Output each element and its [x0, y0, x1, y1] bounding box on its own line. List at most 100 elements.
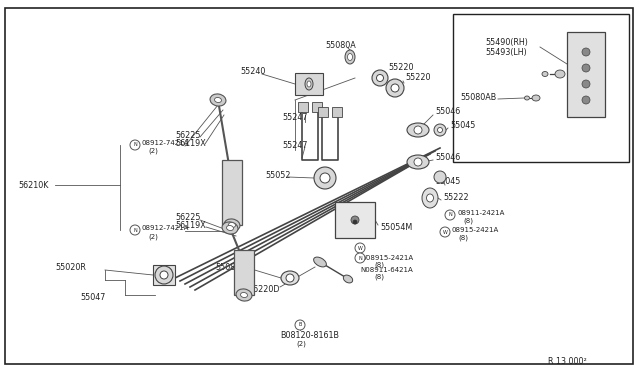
Ellipse shape — [555, 70, 565, 78]
Text: N: N — [133, 142, 137, 148]
Ellipse shape — [391, 84, 399, 92]
Text: 55045: 55045 — [435, 177, 460, 186]
Text: (8): (8) — [374, 262, 384, 268]
Text: 56225: 56225 — [175, 131, 200, 140]
Ellipse shape — [241, 292, 248, 298]
Text: W: W — [443, 230, 447, 234]
Ellipse shape — [422, 188, 438, 208]
Text: 56119X: 56119X — [175, 221, 205, 231]
Ellipse shape — [222, 222, 238, 234]
Text: B: B — [298, 323, 301, 327]
Circle shape — [355, 253, 365, 263]
Text: 08915-2421A: 08915-2421A — [452, 227, 499, 233]
Ellipse shape — [214, 97, 221, 103]
Text: 55490(RH): 55490(RH) — [485, 38, 528, 46]
Text: 55080A: 55080A — [325, 41, 356, 49]
Ellipse shape — [426, 194, 433, 202]
Text: 55247: 55247 — [282, 113, 307, 122]
Text: 55052: 55052 — [265, 170, 291, 180]
Text: 55047: 55047 — [80, 292, 106, 301]
Ellipse shape — [434, 124, 446, 136]
Circle shape — [351, 216, 359, 224]
Bar — [312, 102, 322, 112]
Ellipse shape — [525, 96, 529, 100]
Text: (2): (2) — [148, 234, 158, 240]
Bar — [298, 102, 308, 112]
Text: 55046: 55046 — [435, 108, 460, 116]
Circle shape — [582, 48, 590, 56]
Ellipse shape — [307, 81, 311, 87]
Text: (8): (8) — [458, 235, 468, 241]
Text: 55222: 55222 — [443, 193, 468, 202]
Ellipse shape — [320, 173, 330, 183]
Ellipse shape — [386, 79, 404, 97]
Text: 55493(LH): 55493(LH) — [485, 48, 527, 57]
Ellipse shape — [407, 155, 429, 169]
Ellipse shape — [210, 94, 226, 106]
Text: 08912-7421A: 08912-7421A — [142, 140, 189, 146]
Text: 55020R: 55020R — [55, 263, 86, 272]
Text: (8): (8) — [374, 274, 384, 280]
Ellipse shape — [286, 274, 294, 282]
Circle shape — [355, 243, 365, 253]
Circle shape — [445, 210, 455, 220]
Text: 55080B: 55080B — [215, 263, 246, 273]
Ellipse shape — [343, 275, 353, 283]
Text: R 13 000²: R 13 000² — [548, 357, 587, 366]
Ellipse shape — [434, 171, 446, 183]
Circle shape — [582, 80, 590, 88]
Text: 55054M: 55054M — [380, 224, 412, 232]
Bar — [567, 32, 605, 117]
Bar — [153, 265, 175, 285]
Text: W: W — [358, 246, 362, 250]
Ellipse shape — [227, 225, 234, 231]
Text: (2): (2) — [296, 341, 306, 347]
Text: N: N — [133, 228, 137, 232]
Ellipse shape — [305, 78, 313, 90]
Text: 56210K: 56210K — [18, 180, 49, 189]
Text: 56119X: 56119X — [175, 138, 205, 148]
Text: 55080AB: 55080AB — [460, 93, 496, 103]
Ellipse shape — [376, 74, 383, 81]
Text: 55046: 55046 — [435, 154, 460, 163]
Text: 55220: 55220 — [388, 64, 413, 73]
Circle shape — [130, 225, 140, 235]
Ellipse shape — [345, 50, 355, 64]
Circle shape — [295, 320, 305, 330]
Text: (2): (2) — [148, 148, 158, 154]
Text: B08120-8161B: B08120-8161B — [280, 330, 339, 340]
Text: 08911-2421A: 08911-2421A — [457, 210, 504, 216]
Text: 55240: 55240 — [240, 67, 266, 77]
Text: N08911-6421A: N08911-6421A — [360, 267, 413, 273]
Ellipse shape — [414, 158, 422, 166]
Text: 55247: 55247 — [282, 141, 307, 150]
Text: 55045: 55045 — [450, 121, 476, 129]
Ellipse shape — [438, 128, 442, 132]
Bar — [222, 160, 242, 225]
Bar — [335, 202, 375, 238]
Bar — [295, 73, 323, 95]
Ellipse shape — [281, 271, 299, 285]
Circle shape — [130, 140, 140, 150]
Bar — [234, 250, 254, 295]
Ellipse shape — [236, 289, 252, 301]
Ellipse shape — [542, 71, 548, 77]
Bar — [453, 14, 629, 162]
Text: 56220D: 56220D — [248, 285, 280, 295]
Ellipse shape — [228, 222, 236, 228]
Text: 56225: 56225 — [175, 214, 200, 222]
Ellipse shape — [314, 257, 326, 267]
Text: W08915-2421A: W08915-2421A — [360, 255, 414, 261]
Circle shape — [353, 220, 357, 224]
Text: 55220: 55220 — [405, 74, 431, 83]
Ellipse shape — [348, 54, 353, 61]
Bar — [332, 107, 342, 117]
Ellipse shape — [372, 70, 388, 86]
Text: N: N — [358, 256, 362, 260]
Ellipse shape — [314, 167, 336, 189]
Bar — [318, 107, 328, 117]
Ellipse shape — [414, 126, 422, 134]
Ellipse shape — [224, 219, 240, 231]
Ellipse shape — [155, 266, 173, 284]
Text: 08912-7421A: 08912-7421A — [142, 225, 189, 231]
